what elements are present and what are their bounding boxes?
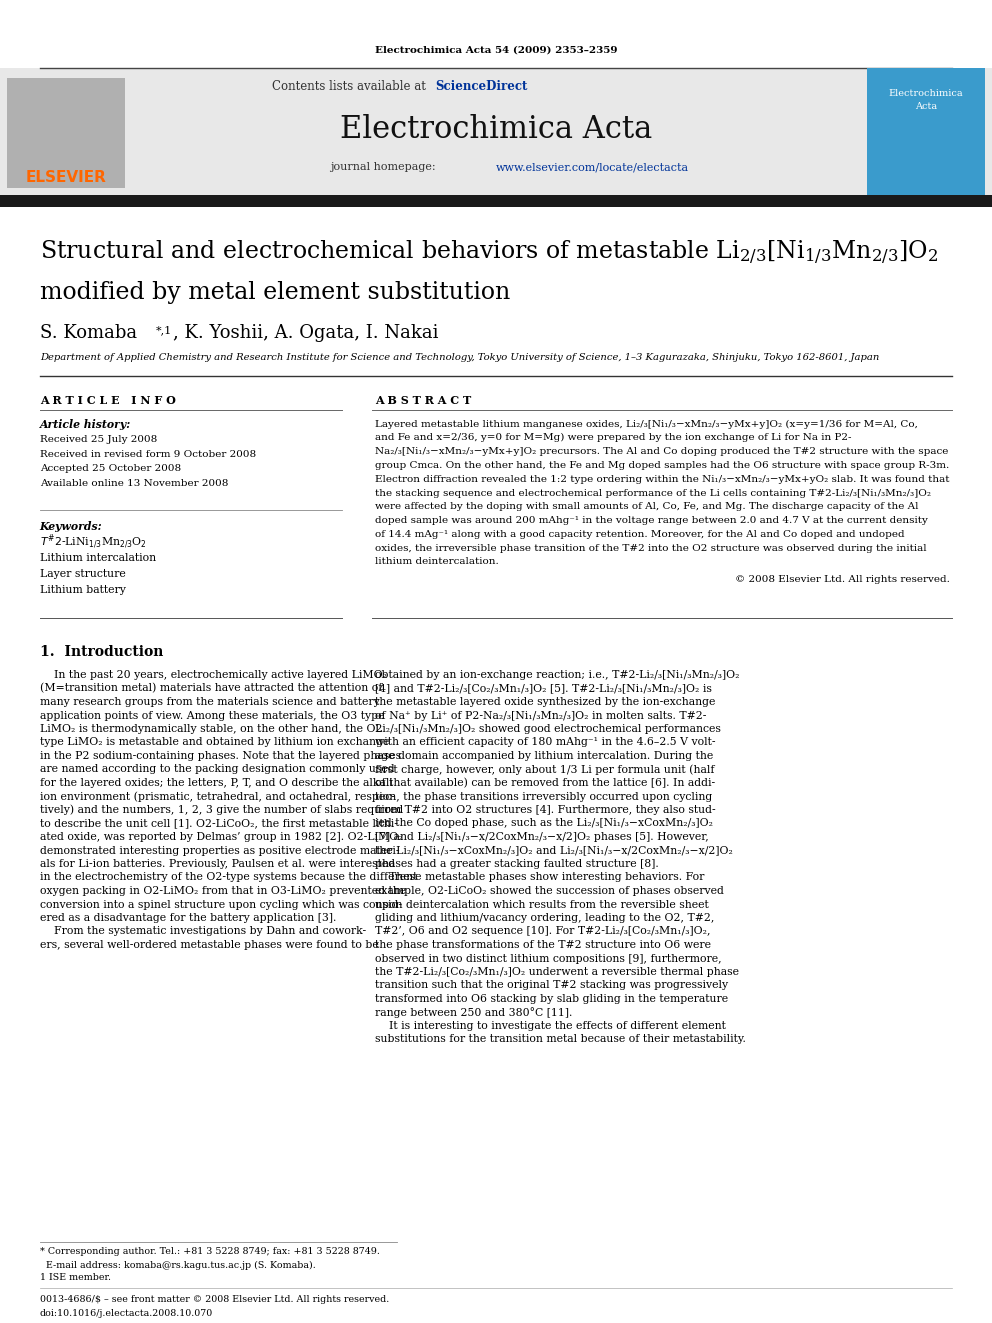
Text: Received 25 July 2008: Received 25 July 2008 (40, 435, 157, 445)
Text: Accepted 25 October 2008: Accepted 25 October 2008 (40, 464, 181, 474)
Text: Lithium battery: Lithium battery (40, 585, 126, 595)
Text: ied the Co doped phase, such as the Li₂/₃[Ni₁/₃−xCoxMn₂/₃]O₂: ied the Co doped phase, such as the Li₂/… (375, 819, 713, 828)
Text: group Cmca. On the other hand, the Fe and Mg doped samples had the O6 structure : group Cmca. On the other hand, the Fe an… (375, 460, 949, 470)
Text: gliding and lithium/vacancy ordering, leading to the O2, T#2,: gliding and lithium/vacancy ordering, le… (375, 913, 714, 923)
Text: and Fe and x=2/36, y=0 for M=Mg) were prepared by the ion exchange of Li for Na : and Fe and x=2/36, y=0 for M=Mg) were pr… (375, 433, 851, 442)
Text: In the past 20 years, electrochemically active layered LiMO₂: In the past 20 years, electrochemically … (40, 669, 387, 680)
Text: ScienceDirect: ScienceDirect (435, 81, 528, 94)
Text: of that available) can be removed from the lattice [6]. In addi-: of that available) can be removed from t… (375, 778, 715, 789)
Text: obtained by an ion-exchange reaction; i.e., T#2-Li₂/₃[Ni₁/₃Mn₂/₃]O₂: obtained by an ion-exchange reaction; i.… (375, 669, 739, 680)
Text: the Li₂/₃[Ni₁/₃−xCoxMn₂/₃]O₂ and Li₂/₃[Ni₁/₃−x/2CoxMn₂/₃−x/2]O₂: the Li₂/₃[Ni₁/₃−xCoxMn₂/₃]O₂ and Li₂/₃[N… (375, 845, 733, 856)
Text: tion, the phase transitions irreversibly occurred upon cycling: tion, the phase transitions irreversibly… (375, 791, 712, 802)
Text: Received in revised form 9 October 2008: Received in revised form 9 October 2008 (40, 450, 256, 459)
Text: als for Li-ion batteries. Previously, Paulsen et al. were interested: als for Li-ion batteries. Previously, Pa… (40, 859, 395, 869)
Text: A B S T R A C T: A B S T R A C T (375, 394, 471, 406)
Text: were affected by the doping with small amounts of Al, Co, Fe, and Mg. The discha: were affected by the doping with small a… (375, 503, 919, 511)
Text: ated oxide, was reported by Delmas’ group in 1982 [2]. O2-LiMO₂: ated oxide, was reported by Delmas’ grou… (40, 832, 403, 841)
Text: the metastable layered oxide synthesized by the ion-exchange: the metastable layered oxide synthesized… (375, 697, 715, 706)
Text: © 2008 Elsevier Ltd. All rights reserved.: © 2008 Elsevier Ltd. All rights reserved… (735, 574, 950, 583)
Text: doped sample was around 200 mAhg⁻¹ in the voltage range between 2.0 and 4.7 V at: doped sample was around 200 mAhg⁻¹ in th… (375, 516, 928, 525)
Text: lithium deintercalation.: lithium deintercalation. (375, 557, 499, 566)
Text: , K. Yoshii, A. Ogata, I. Nakai: , K. Yoshii, A. Ogata, I. Nakai (173, 324, 438, 343)
Text: doi:10.1016/j.electacta.2008.10.070: doi:10.1016/j.electacta.2008.10.070 (40, 1308, 213, 1318)
Text: ion environment (prismatic, tetrahedral, and octahedral, respec-: ion environment (prismatic, tetrahedral,… (40, 791, 395, 802)
Text: www.elsevier.com/locate/electacta: www.elsevier.com/locate/electacta (496, 161, 689, 172)
Text: observed in two distinct lithium compositions [9], furthermore,: observed in two distinct lithium composi… (375, 954, 721, 963)
Text: 1 ISE member.: 1 ISE member. (40, 1274, 111, 1282)
Text: from T#2 into O2 structures [4]. Furthermore, they also stud-: from T#2 into O2 structures [4]. Further… (375, 804, 715, 815)
Text: the stacking sequence and electrochemical performance of the Li cells containing: the stacking sequence and electrochemica… (375, 488, 930, 497)
Text: transition such that the original T#2 stacking was progressively: transition such that the original T#2 st… (375, 980, 728, 991)
Text: LiMO₂ is thermodynamically stable, on the other hand, the O2: LiMO₂ is thermodynamically stable, on th… (40, 724, 382, 734)
Text: It is interesting to investigate the effects of different element: It is interesting to investigate the eff… (375, 1021, 726, 1031)
Text: ELSEVIER: ELSEVIER (26, 171, 106, 185)
Text: [4] and T#2-Li₂/₃[Co₂/₃Mn₁/₃]O₂ [5]. T#2-Li₂/₃[Ni₁/₃Mn₂/₃]O₂ is: [4] and T#2-Li₂/₃[Co₂/₃Mn₁/₃]O₂ [5]. T#2… (375, 684, 712, 693)
Text: Li₂/₃[Ni₁/₃Mn₂/₃]O₂ showed good electrochemical performances: Li₂/₃[Ni₁/₃Mn₂/₃]O₂ showed good electroc… (375, 724, 721, 734)
Text: Na₂/₃[Ni₁/₃−xMn₂/₃−yMx+y]O₂ precursors. The Al and Co doping produced the T#2 st: Na₂/₃[Ni₁/₃−xMn₂/₃−yMx+y]O₂ precursors. … (375, 447, 948, 456)
Text: oxides, the irreversible phase transition of the T#2 into the O2 structure was o: oxides, the irreversible phase transitio… (375, 544, 927, 553)
Text: the T#2-Li₂/₃[Co₂/₃Mn₁/₃]O₂ underwent a reversible thermal phase: the T#2-Li₂/₃[Co₂/₃Mn₁/₃]O₂ underwent a … (375, 967, 739, 976)
Text: A R T I C L E   I N F O: A R T I C L E I N F O (40, 394, 176, 406)
Text: age domain accompanied by lithium intercalation. During the: age domain accompanied by lithium interc… (375, 751, 713, 761)
Text: T#2’, O6 and O2 sequence [10]. For T#2-Li₂/₃[Co₂/₃Mn₁/₃]O₂,: T#2’, O6 and O2 sequence [10]. For T#2-L… (375, 926, 710, 937)
Text: many research groups from the materials science and battery: many research groups from the materials … (40, 697, 379, 706)
Text: S. Komaba: S. Komaba (40, 324, 137, 343)
Text: (M=transition metal) materials have attracted the attention of: (M=transition metal) materials have attr… (40, 684, 382, 693)
Text: ered as a disadvantage for the battery application [3].: ered as a disadvantage for the battery a… (40, 913, 336, 923)
Text: E-mail address: komaba@rs.kagu.tus.ac.jp (S. Komaba).: E-mail address: komaba@rs.kagu.tus.ac.jp… (40, 1261, 315, 1270)
Text: to describe the unit cell [1]. O2-LiCoO₂, the first metastable lithi-: to describe the unit cell [1]. O2-LiCoO₂… (40, 819, 398, 828)
Text: * Corresponding author. Tel.: +81 3 5228 8749; fax: +81 3 5228 8749.: * Corresponding author. Tel.: +81 3 5228… (40, 1248, 380, 1257)
Text: Electrochimica
Acta: Electrochimica Acta (889, 89, 963, 111)
Text: From the systematic investigations by Dahn and cowork-: From the systematic investigations by Da… (40, 926, 366, 937)
Text: 1.  Introduction: 1. Introduction (40, 646, 163, 659)
Text: in the electrochemistry of the O2-type systems because the different: in the electrochemistry of the O2-type s… (40, 872, 417, 882)
Text: phases had a greater stacking faulted structure [8].: phases had a greater stacking faulted st… (375, 859, 659, 869)
Text: substitutions for the transition metal because of their metastability.: substitutions for the transition metal b… (375, 1035, 746, 1044)
FancyBboxPatch shape (7, 78, 125, 188)
Text: These metastable phases show interesting behaviors. For: These metastable phases show interesting… (375, 872, 704, 882)
Text: *,1: *,1 (156, 325, 172, 335)
Text: $T^{\#}2$-LiNi$_{1/3}$Mn$_{2/3}$O$_2$: $T^{\#}2$-LiNi$_{1/3}$Mn$_{2/3}$O$_2$ (40, 533, 147, 552)
Text: upon deintercalation which results from the reversible sheet: upon deintercalation which results from … (375, 900, 708, 909)
Text: journal homepage:: journal homepage: (330, 161, 439, 172)
Text: transformed into O6 stacking by slab gliding in the temperature: transformed into O6 stacking by slab gli… (375, 994, 728, 1004)
Text: Lithium intercalation: Lithium intercalation (40, 553, 156, 564)
Text: tively) and the numbers, 1, 2, 3 give the number of slabs required: tively) and the numbers, 1, 2, 3 give th… (40, 804, 403, 815)
Text: [7] and Li₂/₃[Ni₁/₃−x/2CoxMn₂/₃−x/2]O₂ phases [5]. However,: [7] and Li₂/₃[Ni₁/₃−x/2CoxMn₂/₃−x/2]O₂ p… (375, 832, 708, 841)
Text: Layered metastable lithium manganese oxides, Li₂/₃[Ni₁/₃−xMn₂/₃−yMx+y]O₂ (x=y=1/: Layered metastable lithium manganese oxi… (375, 419, 918, 429)
Text: conversion into a spinel structure upon cycling which was consid-: conversion into a spinel structure upon … (40, 900, 402, 909)
Text: Electrochimica Acta 54 (2009) 2353–2359: Electrochimica Acta 54 (2009) 2353–2359 (375, 45, 617, 54)
Text: Structural and electrochemical behaviors of metastable $\mathregular{Li_{2/3}[Ni: Structural and electrochemical behaviors… (40, 238, 937, 267)
Text: Electron diffraction revealed the 1:2 type ordering within the Ni₁/₃−xMn₂/₃−yMx+: Electron diffraction revealed the 1:2 ty… (375, 475, 949, 484)
Text: application points of view. Among these materials, the O3 type: application points of view. Among these … (40, 710, 384, 721)
Text: Layer structure: Layer structure (40, 569, 125, 579)
Text: Keywords:: Keywords: (40, 520, 102, 532)
Text: Department of Applied Chemistry and Research Institute for Science and Technolog: Department of Applied Chemistry and Rese… (40, 353, 879, 363)
Text: example, O2-LiCoO₂ showed the succession of phases observed: example, O2-LiCoO₂ showed the succession… (375, 886, 724, 896)
Text: 0013-4686/$ – see front matter © 2008 Elsevier Ltd. All rights reserved.: 0013-4686/$ – see front matter © 2008 El… (40, 1295, 389, 1304)
Text: are named according to the packing designation commonly used: are named according to the packing desig… (40, 765, 394, 774)
Text: range between 250 and 380°C [11].: range between 250 and 380°C [11]. (375, 1007, 572, 1017)
Text: with an efficient capacity of 180 mAhg⁻¹ in the 4.6–2.5 V volt-: with an efficient capacity of 180 mAhg⁻¹… (375, 737, 715, 747)
FancyBboxPatch shape (867, 67, 985, 197)
FancyBboxPatch shape (0, 67, 992, 197)
Text: Article history:: Article history: (40, 419, 131, 430)
Text: the phase transformations of the T#2 structure into O6 were: the phase transformations of the T#2 str… (375, 941, 711, 950)
Text: in the P2 sodium-containing phases. Note that the layered phases: in the P2 sodium-containing phases. Note… (40, 751, 401, 761)
Text: Electrochimica Acta: Electrochimica Acta (340, 115, 652, 146)
Text: modified by metal element substitution: modified by metal element substitution (40, 282, 510, 304)
Text: of Na⁺ by Li⁺ of P2-Na₂/₃[Ni₁/₃Mn₂/₃]O₂ in molten salts. T#2-: of Na⁺ by Li⁺ of P2-Na₂/₃[Ni₁/₃Mn₂/₃]O₂ … (375, 710, 706, 721)
Text: Available online 13 November 2008: Available online 13 November 2008 (40, 479, 228, 488)
Text: ers, several well-ordered metastable phases were found to be: ers, several well-ordered metastable pha… (40, 941, 378, 950)
Text: Contents lists available at: Contents lists available at (273, 81, 430, 94)
FancyBboxPatch shape (0, 194, 992, 206)
Text: of 14.4 mAg⁻¹ along with a good capacity retention. Moreover, for the Al and Co : of 14.4 mAg⁻¹ along with a good capacity… (375, 531, 905, 538)
Text: first charge, however, only about 1/3 Li per formula unit (half: first charge, however, only about 1/3 Li… (375, 765, 714, 775)
Text: oxygen packing in O2-LiMO₂ from that in O3-LiMO₂ prevented the: oxygen packing in O2-LiMO₂ from that in … (40, 886, 406, 896)
Text: demonstrated interesting properties as positive electrode materi-: demonstrated interesting properties as p… (40, 845, 399, 856)
Text: type LiMO₂ is metastable and obtained by lithium ion exchange: type LiMO₂ is metastable and obtained by… (40, 737, 389, 747)
Text: for the layered oxides; the letters, P, T, and O describe the alkali: for the layered oxides; the letters, P, … (40, 778, 393, 789)
